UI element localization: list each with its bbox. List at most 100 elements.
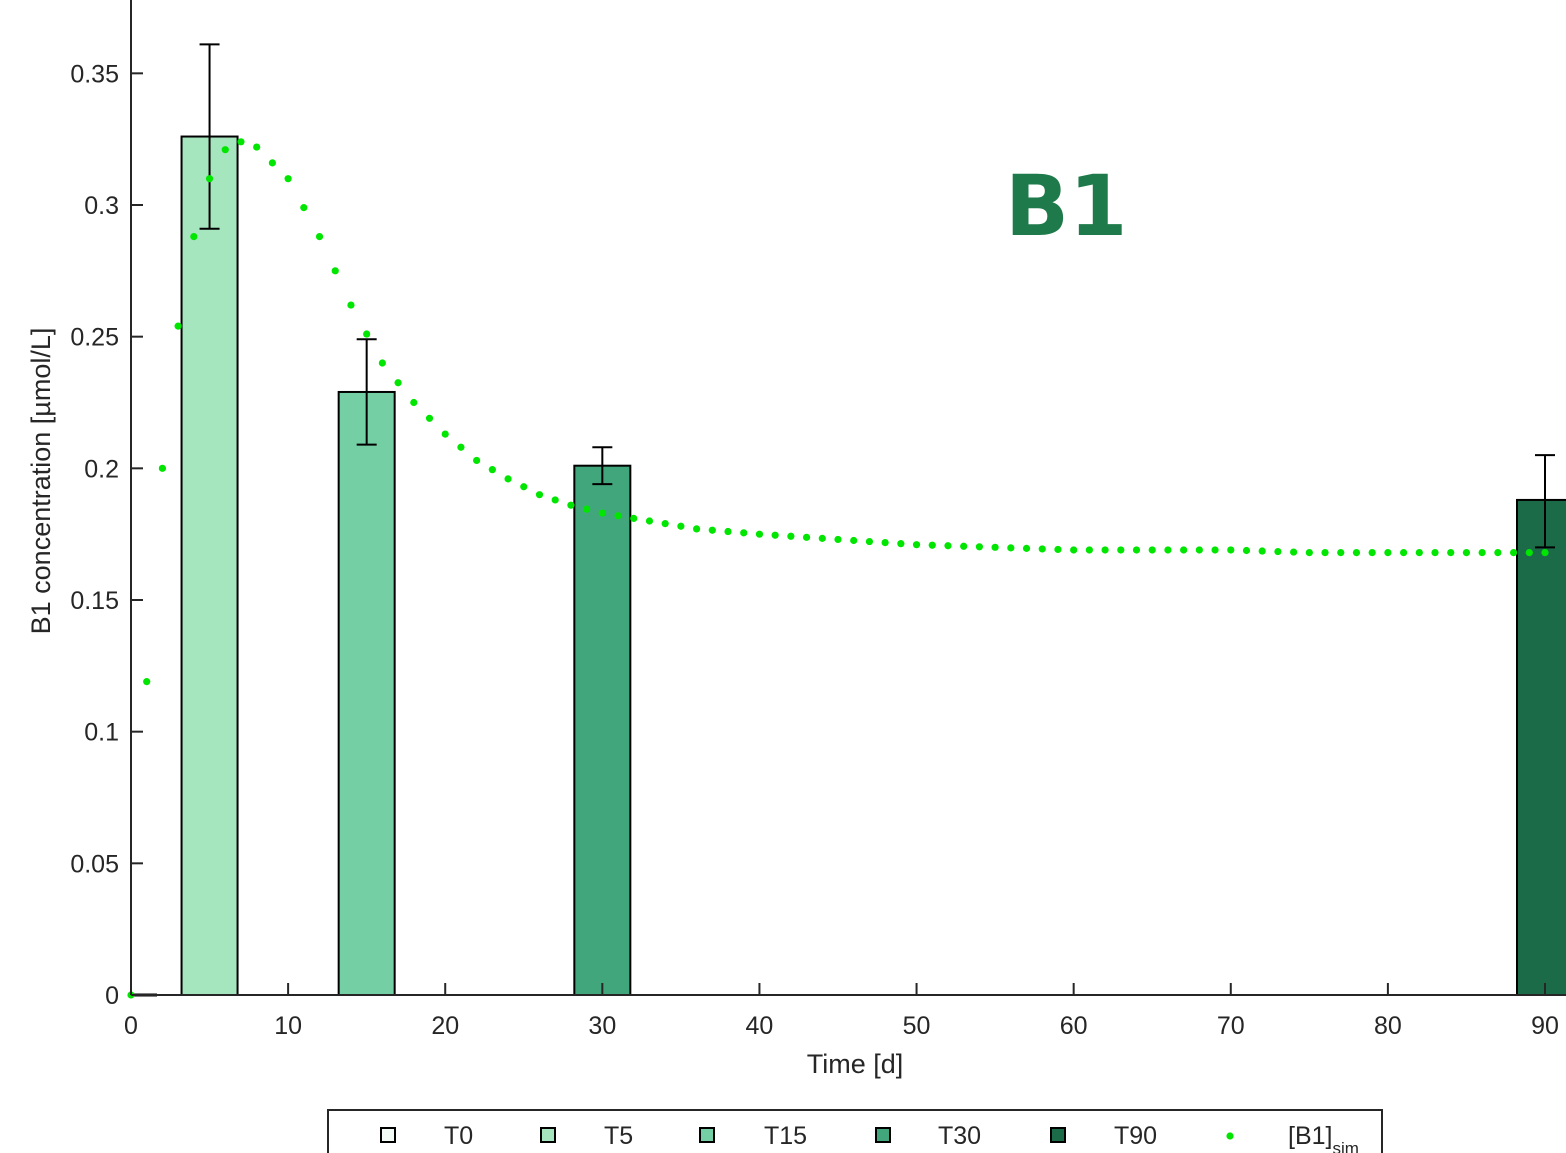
sim-point-61 [1085,546,1093,554]
sim-point-64 [1132,546,1141,554]
sim-point-4 [190,233,198,241]
axes: 0 0.05 0.1 0.15 0.2 0.25 0.3 0.35 0 10 20 30 40 50 60 7… [70,0,1566,1040]
sim-point-77 [1337,549,1345,557]
sim-point-82 [1415,549,1423,557]
y-tick-label: 0 [105,982,119,1010]
x-tick-label: 0 [124,1012,138,1040]
x-tick-label: 50 [903,1012,931,1040]
sim-point-68 [1195,546,1203,554]
sim-point-43 [802,533,811,541]
sim-point-16 [378,359,386,367]
sim-point-79 [1368,549,1376,557]
sim-point-69 [1211,546,1219,554]
sim-point-46 [850,536,858,545]
sim-point-36 [693,525,701,533]
sim-point-62 [1101,546,1109,554]
sim-point-26 [535,491,544,499]
sim-point-70 [1227,546,1235,554]
sim-point-25 [520,483,528,491]
x-tick-label: 40 [746,1012,774,1040]
sim-point-21 [457,443,465,451]
sim-point-73 [1274,547,1282,556]
sim-point-48 [881,538,889,547]
sim-point-23 [488,466,496,474]
sim-point-19 [425,414,434,422]
sim-point-60 [1070,546,1078,554]
legend-swatch-t90 [1050,1127,1066,1143]
sim-point-63 [1117,546,1125,554]
sim-point-41 [771,531,779,539]
sim-point-44 [818,534,826,542]
sim-point-39 [740,529,748,537]
sim-point-45 [834,535,842,544]
sim-point-84 [1447,549,1455,557]
bar-t5 [180,135,239,997]
sim-point-83 [1431,549,1439,557]
sim-point-57 [1022,544,1031,552]
sim-point-22 [473,456,481,465]
y-tick-label: 0.1 [84,719,119,747]
sim-point-29 [583,505,591,513]
sim-point-3 [174,322,182,330]
sim-point-49 [897,540,905,548]
sim-point-32 [630,514,638,522]
sim-point-17 [394,379,402,387]
x-tick-label: 30 [588,1012,616,1040]
sim-point-67 [1180,546,1188,554]
sim-point-59 [1054,545,1062,554]
sim-point-40 [755,530,764,538]
sim-point-71 [1242,546,1251,555]
sim-point-54 [975,543,984,551]
sim-point-86 [1478,549,1486,557]
legend-label-2: T15 [764,1122,807,1150]
sim-point-5 [205,175,214,183]
sim-point-66 [1164,546,1172,554]
bar-t15 [337,390,396,996]
sim-point-52 [944,542,952,550]
legend-swatch-t30 [875,1127,891,1143]
sim-point-55 [991,543,999,551]
sim-point-50 [912,541,921,549]
x-tick-label: 70 [1217,1012,1245,1040]
x-tick-label: 90 [1531,1012,1559,1040]
y-tick-label: 0.25 [70,324,119,352]
y-tick-label: 0.05 [70,850,119,878]
sim-point-34 [661,520,669,528]
sim-point-28 [567,501,575,509]
legend-swatch-sim [1226,1132,1234,1140]
legend-swatch-t5 [540,1127,556,1143]
y-tick-label: 0.35 [70,60,119,88]
sim-point-53 [960,542,968,550]
y-tick-label: 0.2 [84,455,119,483]
sim-point-51 [928,541,936,549]
sim-point-87 [1494,549,1502,557]
legend: T0 T5 T15 T30 T90 [B1]sim [327,1109,1383,1153]
y-tick-label: 0.3 [84,192,119,220]
sim-point-18 [410,398,418,407]
panel-label: B1 [1005,157,1127,255]
sim-point-10 [284,175,292,183]
sim-point-90 [1541,549,1549,557]
legend-label-4: T90 [1114,1122,1157,1150]
sim-point-81 [1400,549,1408,557]
sim-point-37 [708,526,716,534]
sim-point-65 [1148,546,1156,554]
sim-point-20 [441,430,449,438]
legend-swatch-t0 [380,1127,396,1143]
sim-point-2 [158,464,167,472]
sim-point-80 [1384,549,1392,557]
y-tick-label: 0.15 [70,587,119,615]
sim-point-72 [1258,547,1266,555]
plot-area [127,43,1566,999]
legend-label-1: T5 [604,1122,633,1150]
legend-label-0: T0 [444,1122,473,1150]
x-tick-label: 60 [1060,1012,1088,1040]
sim-point-47 [865,537,874,546]
sim-point-88 [1509,549,1518,557]
bar-t90 [1516,498,1566,996]
legend-label-3: T30 [938,1122,981,1150]
sim-point-15 [363,330,371,338]
x-tick-label: 20 [431,1012,459,1040]
sim-point-56 [1007,544,1015,552]
